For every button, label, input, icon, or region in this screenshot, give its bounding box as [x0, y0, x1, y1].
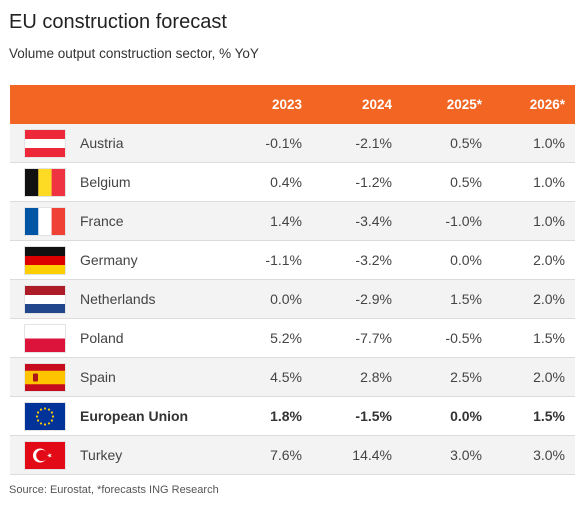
- value-cell: -1.2%: [355, 174, 392, 190]
- flag-cell: [10, 168, 80, 196]
- eu-flag-icon: [25, 402, 65, 430]
- table-row: Netherlands 0.0% -2.9% 1.5% 2.0%: [10, 280, 575, 319]
- table-row: Poland 5.2% -7.7% -0.5% 1.5%: [10, 319, 575, 358]
- flag-cell: [10, 246, 80, 274]
- value-cell: -2.9%: [355, 291, 392, 307]
- value-cell: -2.1%: [355, 135, 392, 151]
- value-cell: 2.0%: [533, 369, 565, 385]
- value-cell: -3.2%: [355, 252, 392, 268]
- table-body: Austria -0.1% -2.1% 0.5% 1.0% Belgium 0.4% -1.2…: [10, 124, 575, 475]
- flag-cell: [10, 441, 80, 469]
- flag-cell: [10, 285, 80, 313]
- value-cell: 2.0%: [533, 252, 565, 268]
- value-cell: 1.5%: [533, 330, 565, 346]
- country-label: Spain: [80, 369, 116, 385]
- spain-flag-icon: [25, 363, 65, 391]
- value-cell: 0.4%: [270, 174, 302, 190]
- header-2025: 2025*: [446, 97, 482, 112]
- value-cell: 0.0%: [270, 291, 302, 307]
- turkey-flag-icon: [25, 441, 65, 469]
- table-header: 2023 2024 2025* 2026*: [10, 85, 575, 124]
- country-label: European Union: [80, 408, 189, 424]
- flag-cell: [10, 402, 80, 430]
- value-cell: 5.2%: [270, 330, 302, 346]
- value-cell: -0.5%: [445, 330, 482, 346]
- netherlands-flag-icon: [25, 285, 65, 313]
- value-cell: 1.8%: [270, 408, 302, 424]
- value-cell: -1.5%: [355, 408, 392, 424]
- value-cell: 0.5%: [450, 174, 482, 190]
- value-cell: 0.0%: [450, 408, 482, 424]
- flag-cell: [10, 324, 80, 352]
- header-2023: 2023: [271, 97, 302, 112]
- chart-subtitle: Volume output construction sector, % YoY: [9, 46, 259, 61]
- germany-flag-icon: [25, 246, 65, 274]
- table-row: Turkey 7.6% 14.4% 3.0% 3.0%: [10, 436, 575, 475]
- value-cell: -0.1%: [265, 135, 302, 151]
- value-cell: 1.0%: [533, 213, 565, 229]
- value-cell: 2.8%: [360, 369, 392, 385]
- table-row: Belgium 0.4% -1.2% 0.5% 1.0%: [10, 163, 575, 202]
- flag-cell: [10, 207, 80, 235]
- country-label: Austria: [80, 135, 124, 151]
- value-cell: 2.0%: [533, 291, 565, 307]
- value-cell: 1.0%: [533, 174, 565, 190]
- table-row: Austria -0.1% -2.1% 0.5% 1.0%: [10, 124, 575, 163]
- country-label: Turkey: [80, 447, 123, 463]
- header-2024: 2024: [361, 97, 392, 112]
- value-cell: 7.6%: [270, 447, 302, 463]
- country-label: Poland: [80, 330, 124, 346]
- value-cell: -7.7%: [355, 330, 392, 346]
- austria-flag-icon: [25, 129, 65, 157]
- header-2026: 2026*: [529, 97, 565, 112]
- value-cell: -3.4%: [355, 213, 392, 229]
- forecast-table: 2023 2024 2025* 2026* Austria -0.1% -2.1% 0…: [10, 85, 575, 475]
- source-note: Source: Eurostat, *forecasts ING Researc…: [9, 484, 219, 496]
- value-cell: 1.5%: [450, 291, 482, 307]
- value-cell: 0.0%: [450, 252, 482, 268]
- country-label: France: [80, 213, 124, 229]
- value-cell: -1.1%: [265, 252, 302, 268]
- value-cell: 14.4%: [352, 447, 392, 463]
- table-row: Germany -1.1% -3.2% 0.0% 2.0%: [10, 241, 575, 280]
- value-cell: 0.5%: [450, 135, 482, 151]
- country-label: Belgium: [80, 174, 131, 190]
- chart-title: EU construction forecast: [9, 11, 227, 33]
- poland-flag-icon: [25, 324, 65, 352]
- table-row: Spain 4.5% 2.8% 2.5% 2.0%: [10, 358, 575, 397]
- flag-cell: [10, 363, 80, 391]
- table-row: European Union 1.8% -1.5% 0.0% 1.5%: [10, 397, 575, 436]
- value-cell: 4.5%: [270, 369, 302, 385]
- table-row: France 1.4% -3.4% -1.0% 1.0%: [10, 202, 575, 241]
- value-cell: -1.0%: [445, 213, 482, 229]
- value-cell: 1.0%: [533, 135, 565, 151]
- country-label: Netherlands: [80, 291, 156, 307]
- value-cell: 1.5%: [533, 408, 565, 424]
- flag-cell: [10, 129, 80, 157]
- value-cell: 3.0%: [533, 447, 565, 463]
- belgium-flag-icon: [25, 168, 65, 196]
- value-cell: 2.5%: [450, 369, 482, 385]
- france-flag-icon: [25, 207, 65, 235]
- value-cell: 1.4%: [270, 213, 302, 229]
- country-label: Germany: [80, 252, 138, 268]
- value-cell: 3.0%: [450, 447, 482, 463]
